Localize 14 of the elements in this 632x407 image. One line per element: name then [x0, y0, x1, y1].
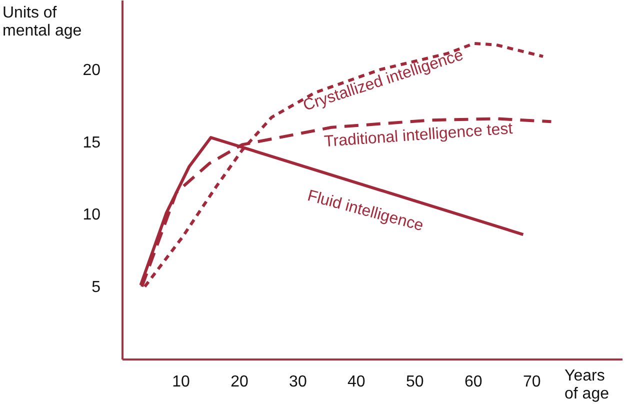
- y-tick-label: 10: [82, 206, 101, 224]
- y-tick-label: 20: [82, 62, 101, 79]
- x-tick-label: 70: [522, 374, 541, 390]
- series-label: Traditional intelligence test: [324, 120, 514, 151]
- x-tick-label: 20: [230, 374, 248, 390]
- y-tick-label: 15: [82, 134, 101, 152]
- y-axis-title: Units of mental age: [2, 4, 82, 40]
- x-tick-label: 60: [464, 374, 482, 390]
- y-tick-label: 5: [92, 279, 101, 296]
- x-tick-label: 30: [289, 374, 307, 390]
- x-tick-label: 40: [348, 374, 366, 390]
- x-tick-label: 50: [406, 374, 424, 390]
- x-tick-label: 10: [172, 374, 190, 390]
- x-axis-title: Years of age: [564, 368, 610, 402]
